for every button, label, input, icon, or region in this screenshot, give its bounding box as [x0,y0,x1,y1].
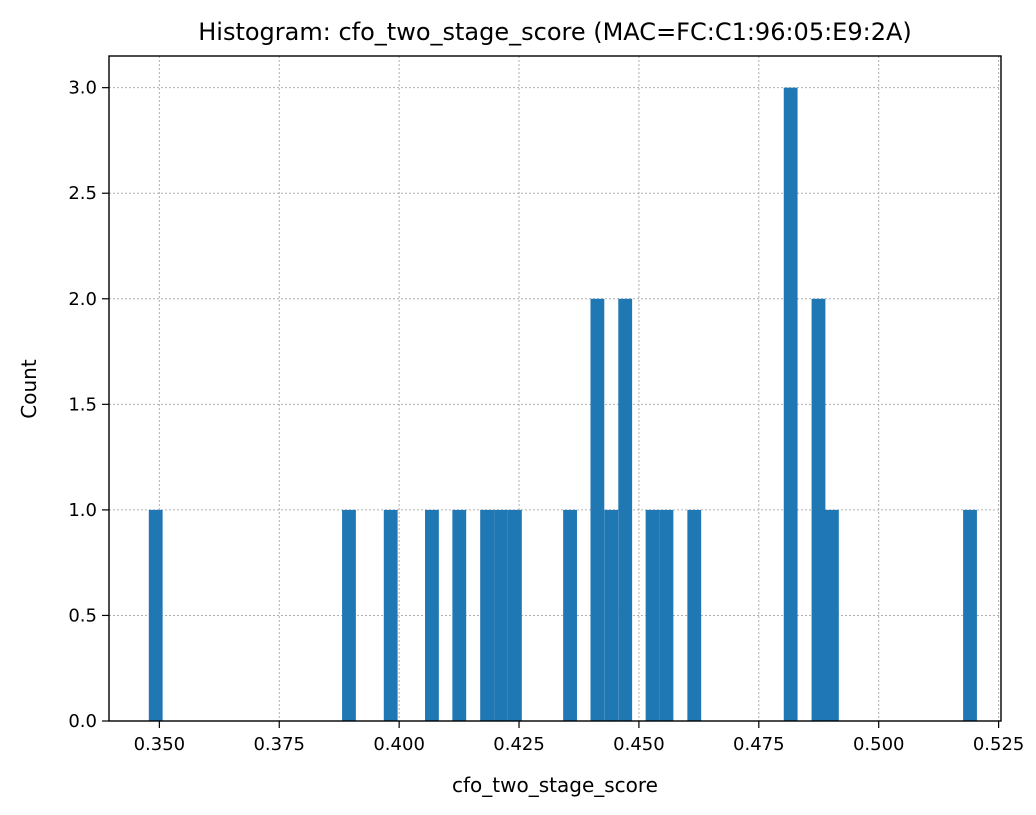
x-axis-label: cfo_two_stage_score [452,773,658,797]
histogram-bar [811,298,826,721]
y-tick-label: 1.5 [68,394,97,415]
x-tick-label: 0.350 [134,734,186,755]
histogram-bar [687,509,702,721]
x-tick-label: 0.425 [493,734,545,755]
x-tick-label: 0.500 [853,734,905,755]
y-tick-label: 0.0 [68,711,97,732]
histogram-bars [148,87,977,721]
histogram-bar [342,509,356,721]
x-tick-label: 0.375 [253,734,305,755]
histogram-bar [590,298,605,721]
histogram-bar [783,87,798,721]
histogram-bar [452,509,467,721]
histogram-bar [604,509,619,721]
histogram-bar [824,509,839,721]
chart-title: Histogram: cfo_two_stage_score (MAC=FC:C… [198,18,912,46]
histogram-bar [508,509,522,721]
histogram-bar [563,509,577,721]
y-tick-label: 1.0 [68,500,97,521]
histogram-bar [148,509,163,721]
histogram-bar [659,509,674,721]
histogram-bar [645,509,660,721]
histogram-bar [618,298,633,721]
plot-frame [108,55,1002,722]
histogram-bar [494,509,508,721]
y-axis-label: Count [17,359,41,419]
histogram-bar [963,509,977,721]
y-axis-ticks: 0.0 0.5 1.0 1.5 2.0 2.5 3.0 [68,78,109,732]
histogram-bar [425,509,439,721]
x-tick-label: 0.450 [613,734,665,755]
x-tick-label: 0.475 [733,734,785,755]
histogram-bar [480,509,494,721]
x-axis-ticks: 0.350 0.375 0.400 0.425 0.450 0.475 0.500 0.525 [134,721,1025,755]
histogram-bar [383,509,398,721]
y-tick-label: 2.5 [68,183,97,204]
grid-lines [109,56,1001,722]
y-tick-label: 2.0 [68,289,97,310]
y-tick-label: 3.0 [68,78,97,99]
x-tick-label: 0.525 [973,734,1025,755]
x-tick-label: 0.400 [373,734,425,755]
y-tick-label: 0.5 [68,605,97,626]
